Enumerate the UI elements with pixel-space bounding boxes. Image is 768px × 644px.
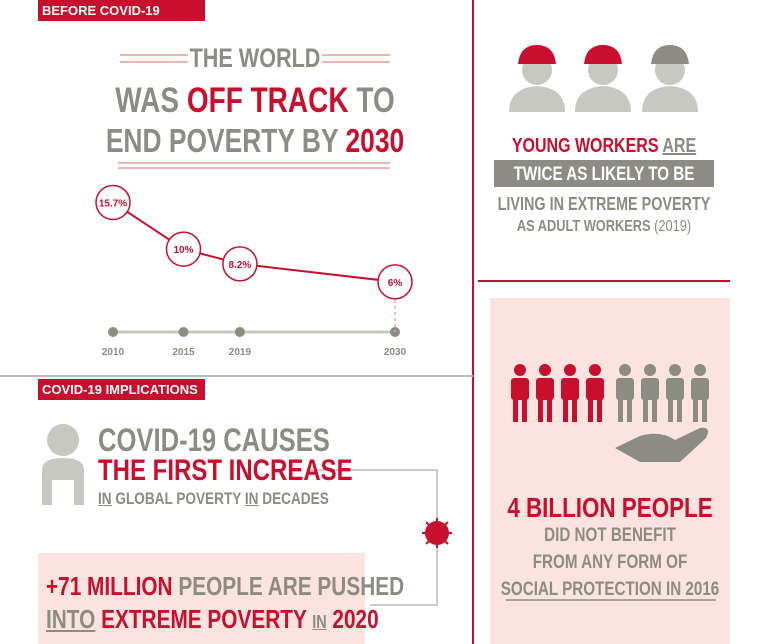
headline: THE WORLD — [189, 43, 321, 73]
tick-dot — [178, 327, 189, 337]
text: +71 MILLION PEOPLE ARE PUSHED — [46, 571, 405, 601]
text: DID NOT BENEFIT — [544, 525, 676, 546]
virus-icon — [422, 518, 452, 548]
section-label: BEFORE COVID-19 — [38, 0, 205, 21]
data-point — [165, 231, 202, 267]
text: 4 BILLION PEOPLE — [507, 492, 713, 523]
data-point — [222, 246, 258, 282]
text: COVID-19 CAUSES — [98, 422, 330, 458]
text: SOCIAL PROTECTION IN 2016 — [500, 579, 720, 600]
headline: WAS OFF TRACK TO — [115, 81, 395, 120]
headline: END POVERTY BY 2030 — [105, 122, 405, 159]
highlight-box — [494, 160, 714, 187]
pink-panel — [38, 553, 365, 644]
x-tick-label: 2010 — [102, 347, 125, 358]
data-point — [377, 264, 413, 300]
value-label: 6% — [388, 278, 403, 289]
text: YOUNG WORKERS ARE — [511, 135, 697, 157]
pink-panel — [490, 298, 730, 644]
text: AS ADULT WORKERS (2019) — [516, 218, 692, 235]
hand-icon — [615, 427, 708, 462]
ornament — [118, 54, 390, 169]
data-line — [112, 201, 396, 283]
tick-dot — [108, 327, 118, 337]
value-label: 15.7% — [99, 198, 127, 209]
x-tick-label: 2019 — [229, 347, 252, 358]
text: THE FIRST INCREASE — [98, 454, 353, 487]
section-label: COVID-19 IMPLICATIONS — [38, 379, 205, 400]
sad-person-icon — [42, 424, 84, 505]
tick-dot — [234, 327, 245, 337]
text: LIVING IN EXTREME POVERTY — [497, 194, 711, 214]
text: INTO EXTREME POVERTY IN 2020 — [46, 604, 379, 634]
text: TWICE AS LIKELY TO BE — [513, 164, 695, 185]
data-point — [95, 184, 131, 221]
text: FROM ANY FORM OF — [532, 552, 688, 573]
x-tick-label: 2030 — [384, 347, 407, 358]
worker-icons — [509, 45, 698, 112]
x-tick-label: 2015 — [172, 347, 195, 358]
value-label: 10% — [173, 245, 193, 256]
value-label: 8.2% — [229, 260, 252, 271]
text: IN GLOBAL POVERTY IN DECADES — [98, 489, 329, 508]
people-icons — [511, 364, 709, 422]
